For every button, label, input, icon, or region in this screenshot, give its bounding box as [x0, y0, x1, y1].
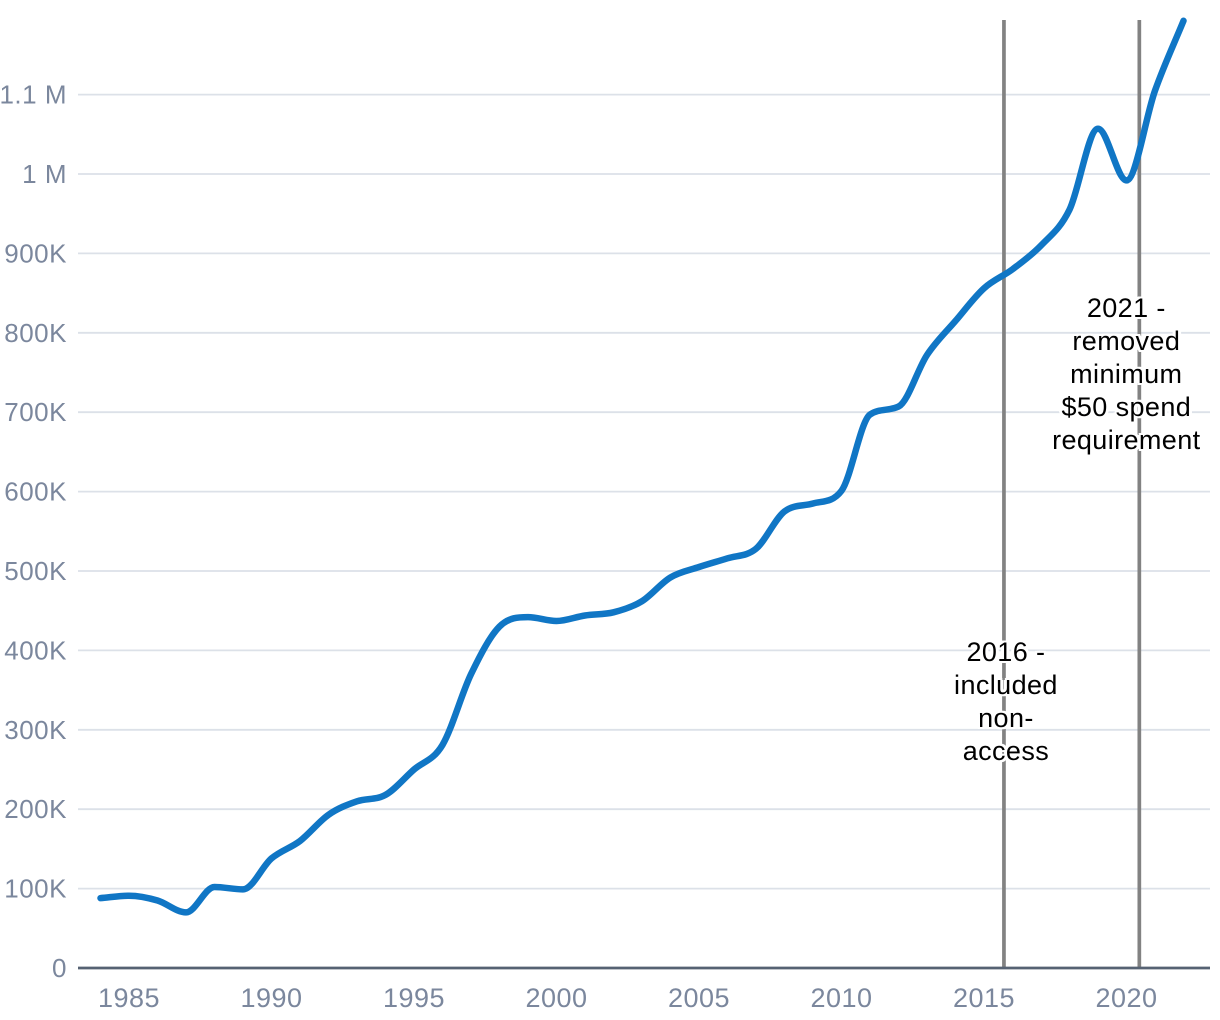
annotation-2016: 2016 - included non- access — [954, 636, 1058, 768]
x-tick-label: 1990 — [240, 983, 302, 1013]
annotation-2016-line-2: included — [954, 670, 1058, 700]
y-tick-label: 500K — [4, 556, 67, 586]
annotation-2016-line-1: 2016 - — [966, 637, 1046, 667]
annotation-2021: 2021 - removed minimum $50 spend require… — [1052, 292, 1200, 457]
y-tick-label: 600K — [4, 477, 67, 507]
x-tick-label: 1995 — [383, 983, 445, 1013]
annotation-2021-line-5: requirement — [1052, 425, 1201, 455]
annotation-2016-line-4: access — [962, 736, 1050, 766]
y-tick-label: 400K — [4, 635, 67, 665]
y-axis-labels: 0 100K 200K 300K 400K 500K 600K 700K 800K 900K 1 M… — [0, 80, 67, 983]
data-line — [97, 17, 1187, 916]
x-tick-label: 2015 — [953, 983, 1015, 1013]
x-tick-label: 2000 — [525, 983, 587, 1013]
y-tick-label: 1 M — [22, 159, 67, 189]
y-tick-label: 300K — [4, 715, 67, 745]
annotation-2016-line-3: non- — [978, 703, 1034, 733]
event-lines — [1002, 20, 1142, 968]
y-tick-label: 1.1 M — [0, 80, 67, 110]
annotation-2021-line-2: removed — [1072, 326, 1181, 356]
x-tick-label: 2020 — [1095, 983, 1157, 1013]
y-tick-label: 100K — [4, 874, 67, 904]
annotation-2021-line-3: minimum — [1070, 359, 1183, 389]
y-tick-label: 700K — [4, 397, 67, 427]
y-tick-label: 900K — [4, 238, 67, 268]
y-tick-label: 800K — [4, 318, 67, 348]
annotation-2021-line-4: $50 spend — [1061, 392, 1192, 422]
x-tick-label: 2010 — [810, 983, 872, 1013]
annotation-2021-line-1: 2021 - — [1086, 293, 1166, 323]
x-tick-label: 2005 — [668, 983, 730, 1013]
x-tick-label: 1985 — [98, 983, 160, 1013]
y-tick-label: 0 — [52, 953, 67, 983]
x-axis-labels: 1985 1990 1995 2000 2005 2010 2015 2020 — [98, 983, 1157, 1013]
gridlines — [78, 93, 1210, 890]
y-tick-label: 200K — [4, 794, 67, 824]
